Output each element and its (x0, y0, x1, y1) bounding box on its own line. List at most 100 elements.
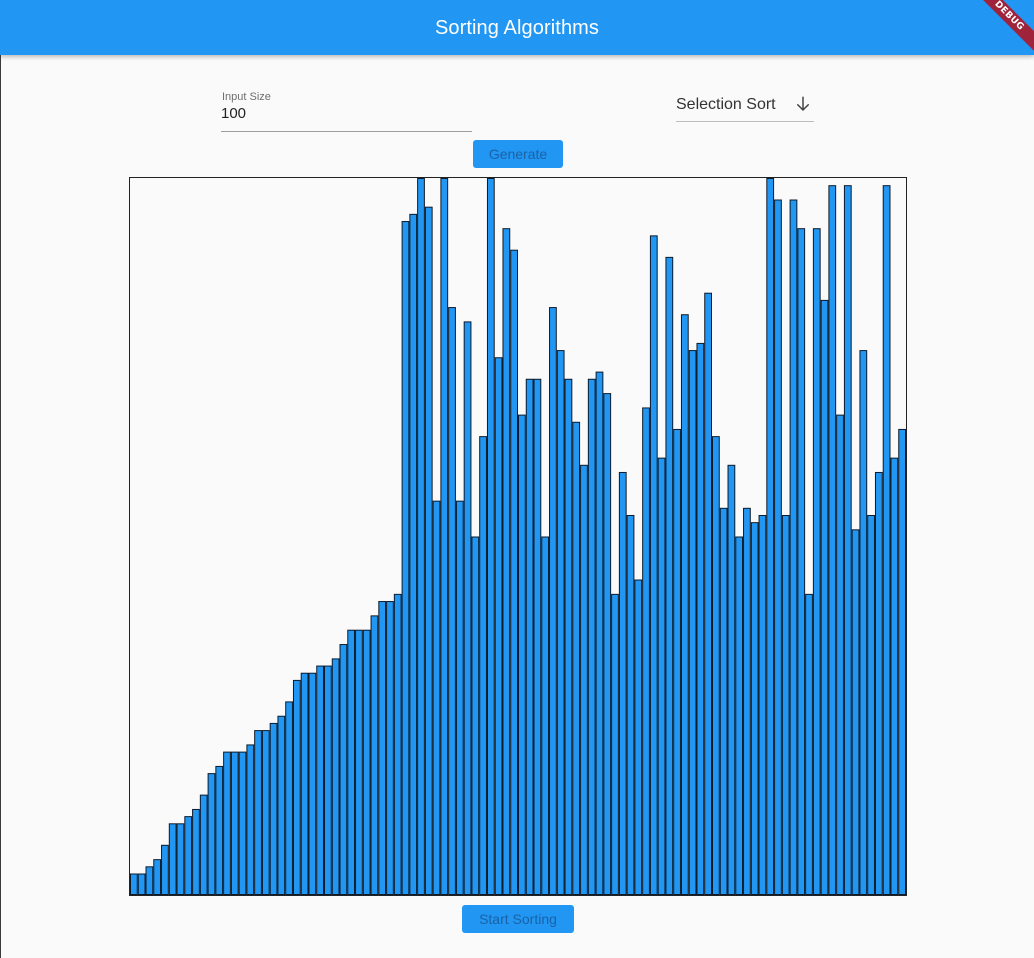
bar (611, 593, 619, 895)
bar (207, 773, 216, 895)
bar (564, 378, 573, 895)
bar (486, 178, 495, 895)
bar (665, 256, 674, 895)
bar (898, 428, 906, 895)
bar (688, 350, 697, 895)
bar (634, 579, 643, 895)
bar (843, 185, 852, 895)
app-title: Sorting Algorithms (434, 16, 600, 39)
bar (277, 715, 286, 895)
bar (781, 514, 790, 895)
bar (525, 378, 534, 895)
algorithm-dropdown[interactable]: Selection Sort (676, 91, 814, 122)
start-sorting-button[interactable]: Start Sorting (462, 905, 574, 933)
bar-chart-canvas (130, 178, 906, 895)
bar (874, 471, 883, 895)
bar (851, 529, 860, 895)
bar (145, 866, 154, 895)
bar (440, 178, 449, 895)
bar (882, 185, 891, 895)
bar (192, 808, 200, 895)
bar (316, 665, 325, 895)
bar (680, 314, 689, 895)
bar (805, 593, 813, 895)
bar (130, 873, 138, 895)
bar (541, 536, 550, 895)
bar (176, 823, 185, 895)
input-size-label: Input Size (222, 91, 271, 103)
bar (812, 228, 821, 895)
bar (580, 464, 588, 895)
bar (386, 601, 394, 895)
bar (153, 859, 162, 895)
bar (859, 350, 868, 895)
bar (657, 457, 666, 895)
bar (199, 794, 208, 895)
bar (370, 615, 379, 895)
bar (269, 722, 278, 895)
bar (417, 178, 425, 895)
bar (230, 751, 239, 895)
bar (587, 378, 596, 895)
bar-chart (129, 177, 907, 896)
bar (727, 464, 736, 895)
bar (223, 751, 231, 895)
bar (549, 307, 557, 895)
bar (324, 665, 332, 895)
bar (424, 206, 433, 895)
bar (161, 844, 169, 895)
algorithm-selected-value: Selection Sort (676, 96, 776, 113)
bar (626, 514, 635, 895)
bar (743, 507, 751, 895)
arrow-down-icon[interactable] (794, 95, 812, 113)
bar (518, 414, 526, 895)
input-size-input[interactable] (221, 105, 461, 122)
bar (347, 629, 356, 895)
bar (867, 514, 875, 895)
bar (448, 307, 456, 895)
bar (215, 765, 224, 895)
bar (401, 221, 410, 895)
bar (246, 744, 255, 895)
bar (238, 751, 247, 895)
bar (774, 199, 782, 895)
bar (510, 249, 518, 895)
bar (331, 658, 340, 895)
bar (285, 701, 293, 895)
bar (393, 593, 402, 895)
bar (618, 471, 627, 895)
bar (292, 679, 301, 895)
bar (712, 436, 720, 895)
bar (704, 292, 712, 895)
bar (719, 507, 728, 895)
bar (362, 629, 371, 895)
input-size-field[interactable]: Input Size (221, 90, 472, 132)
bar (184, 816, 193, 895)
bar (750, 522, 759, 895)
bar (556, 350, 565, 895)
bar (254, 730, 262, 895)
window-edge (0, 0, 1, 958)
bar (789, 199, 798, 895)
bar (758, 514, 767, 895)
bar (432, 500, 441, 895)
bar (409, 213, 418, 895)
bar (649, 235, 658, 895)
bar (300, 672, 309, 895)
bar (836, 414, 844, 895)
generate-button[interactable]: Generate (473, 140, 563, 168)
bar (696, 342, 705, 895)
bar (603, 393, 612, 895)
bar (673, 428, 681, 895)
bar (463, 321, 472, 895)
bar (308, 672, 317, 895)
bar (572, 421, 581, 895)
bar (378, 601, 387, 895)
bar (479, 436, 487, 895)
bar (137, 873, 146, 895)
bar (595, 371, 604, 895)
bar (766, 178, 775, 895)
bar (533, 378, 542, 895)
bar (820, 299, 829, 895)
